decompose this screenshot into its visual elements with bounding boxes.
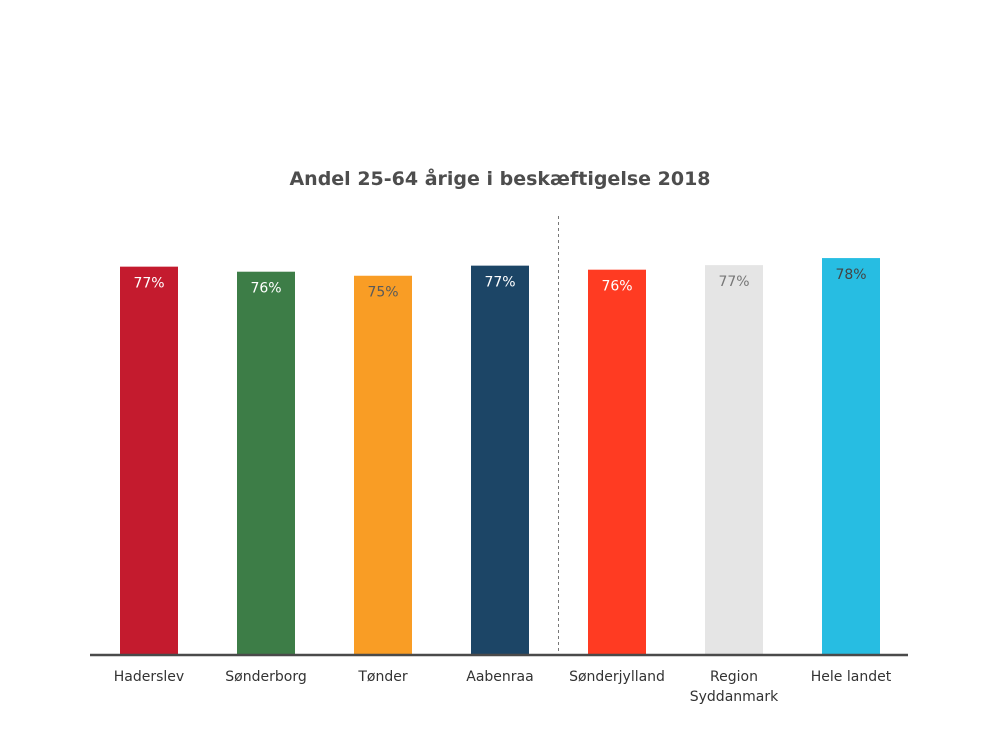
data-label: 77% [718, 274, 749, 290]
bar [822, 258, 880, 655]
bars-group: 77% 76% 75% 77% 76% 77% 78% [120, 258, 880, 655]
data-label: 77% [133, 276, 164, 292]
data-label: 77% [484, 275, 515, 291]
x-tick-label: Tønder [357, 669, 407, 685]
x-tick-label: Hele landet [811, 669, 892, 685]
data-label: 78% [835, 267, 866, 283]
bar [354, 275, 412, 655]
bar [471, 265, 529, 655]
x-tick-label: Aabenraa [466, 669, 533, 685]
data-label: 76% [250, 281, 281, 297]
x-tick-label: Haderslev [114, 669, 184, 685]
x-tick-label: Sønderborg [225, 669, 306, 685]
bar [120, 266, 178, 655]
bar [705, 265, 763, 655]
data-label: 75% [367, 285, 398, 301]
x-tick-label: Region Syddanmark [690, 669, 779, 705]
data-label: 76% [601, 279, 632, 295]
bar [237, 271, 295, 655]
chart-title: Andel 25-64 årige i beskæftigelse 2018 [289, 168, 711, 190]
x-tick-labels: Haderslev Sønderborg Tønder Aabenraa Sønderj… [114, 669, 892, 705]
x-tick-label: Sønderjylland [569, 669, 665, 685]
bar [588, 269, 646, 655]
